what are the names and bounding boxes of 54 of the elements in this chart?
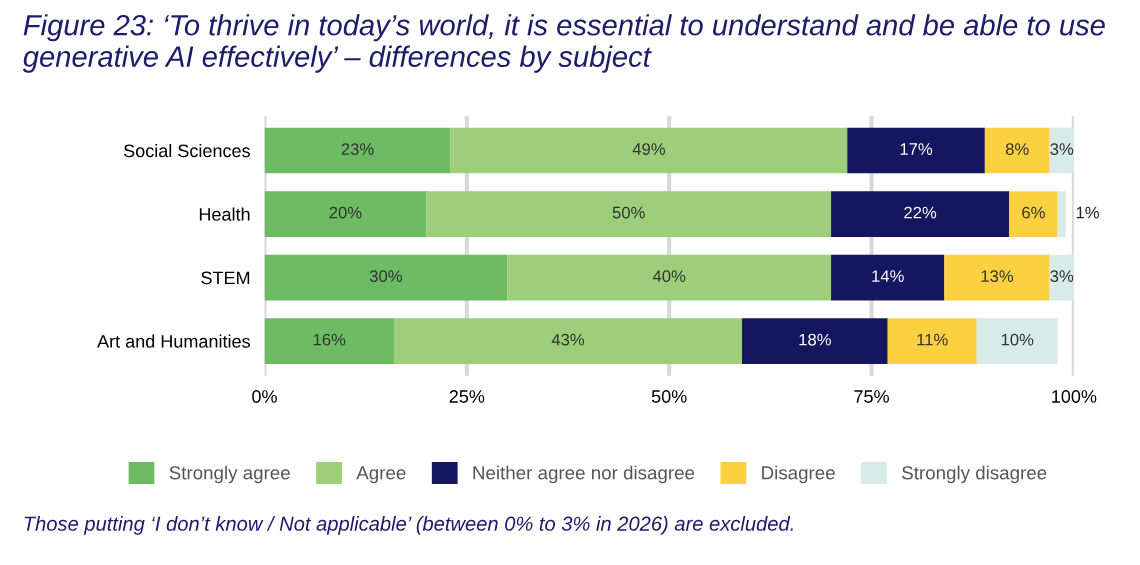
data-label: 3% xyxy=(1050,143,1074,155)
data-label: 11% xyxy=(917,333,948,346)
data-label: 49% xyxy=(632,143,666,155)
legend-label: Disagree xyxy=(762,465,835,484)
bar xyxy=(450,127,848,174)
chart-title: Figure 23: ‘To thrive in today’s world, it is essential to understand and be able to use generative AI effectively’ – differences by subject xyxy=(22,14,1105,73)
data-label: 14% xyxy=(872,270,904,282)
data-label: 1% xyxy=(1076,206,1099,219)
bar xyxy=(847,127,985,174)
y-tick-label: STEM xyxy=(201,271,250,285)
x-tick-label: 0% xyxy=(252,390,277,403)
bar xyxy=(393,318,743,364)
bar xyxy=(264,127,451,174)
legend-label: Strongly agree xyxy=(169,465,290,484)
data-label: 10% xyxy=(1001,333,1034,346)
data-label: 40% xyxy=(652,270,686,283)
x-tick-label: 75% xyxy=(854,390,889,403)
bar xyxy=(831,254,945,301)
bar xyxy=(426,191,832,237)
x-tick-label: 25% xyxy=(449,390,485,403)
y-tick-label: Health xyxy=(199,207,250,221)
text: Those putting ‘I don’t know / Not applicable’ (between 0% to 3% in 2026) are excluded. xyxy=(24,516,793,535)
data-label: 30% xyxy=(369,270,402,283)
x-tick-label: 100% xyxy=(1052,390,1097,403)
data-label: 22% xyxy=(904,206,937,219)
bar xyxy=(264,318,394,364)
bar xyxy=(507,254,832,301)
data-label: 50% xyxy=(612,206,645,219)
y-tick-label: Art and Humanities xyxy=(97,334,250,348)
bar xyxy=(984,127,1050,174)
data-label: 8% xyxy=(1005,143,1029,155)
data-label: 6% xyxy=(1022,206,1045,219)
bar xyxy=(742,318,888,364)
data-label: 18% xyxy=(799,333,831,346)
data-label: 23% xyxy=(341,143,374,155)
bar xyxy=(831,191,1010,237)
bar xyxy=(887,318,977,364)
bar xyxy=(264,191,427,237)
data-label: 43% xyxy=(551,333,585,346)
x-tick-label: 50% xyxy=(651,390,687,403)
bar xyxy=(1009,191,1058,237)
data-label: 3% xyxy=(1050,270,1074,283)
data-label: 16% xyxy=(313,333,346,346)
legend-label: Neither agree nor disagree xyxy=(473,465,695,484)
bar xyxy=(976,318,1058,364)
bar xyxy=(944,254,1050,301)
legend-label: Strongly disagree xyxy=(902,465,1047,484)
bar xyxy=(1057,191,1066,237)
legend-label: Agree xyxy=(356,466,406,484)
y-tick-label: Social Sciences xyxy=(123,143,250,158)
data-label: 20% xyxy=(329,206,362,219)
bar xyxy=(264,254,508,301)
data-label: 17% xyxy=(900,143,933,155)
data-label: 13% xyxy=(981,270,1014,283)
